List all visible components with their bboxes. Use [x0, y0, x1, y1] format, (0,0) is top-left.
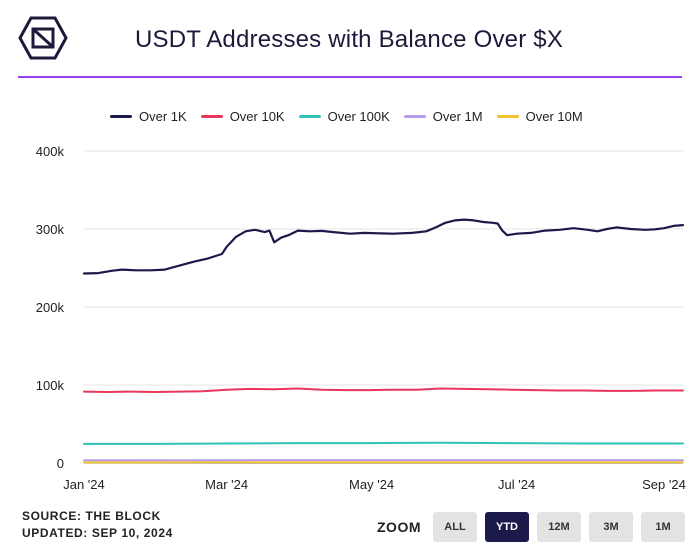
- series-line-over-100k: [83, 441, 684, 445]
- y-tick-label: 100k: [36, 378, 65, 393]
- x-tick-label: Jan '24: [63, 477, 105, 492]
- source-note: SOURCE: THE BLOCK UPDATED: SEP 10, 2024: [22, 508, 173, 542]
- chart-legend: Over 1K Over 10K Over 100K Over 1M Over …: [110, 109, 597, 124]
- legend-label: Over 1M: [432, 109, 483, 124]
- page-title: USDT Addresses with Balance Over $X: [134, 26, 564, 53]
- x-tick-label: May '24: [349, 477, 394, 492]
- zoom-3m-button[interactable]: 3M: [589, 512, 633, 542]
- y-tick-label: 300k: [36, 222, 65, 237]
- zoom-controls: ZOOM ALL YTD 12M 3M 1M: [377, 512, 693, 542]
- y-tick-label: 400k: [36, 144, 65, 159]
- legend-item-over-1m[interactable]: Over 1M: [403, 109, 483, 124]
- legend-item-over-100k[interactable]: Over 100K: [298, 109, 390, 124]
- zoom-ytd-button[interactable]: YTD: [485, 512, 529, 542]
- x-tick-label: Sep '24: [642, 477, 686, 492]
- legend-item-over-10m[interactable]: Over 10M: [496, 109, 583, 124]
- legend-swatch: [403, 115, 426, 118]
- legend-item-over-1k[interactable]: Over 1K: [110, 109, 187, 124]
- zoom-label: ZOOM: [377, 519, 421, 535]
- series-line-over-1k: [82, 218, 685, 275]
- legend-label: Over 100K: [327, 109, 390, 124]
- title-divider: [18, 76, 682, 78]
- legend-label: Over 10M: [525, 109, 583, 124]
- y-tick-label: 0: [57, 456, 64, 471]
- legend-swatch: [110, 115, 132, 118]
- line-chart: 0 100k 200k 300k 400k Jan '24 Mar '24 May '24 Ju…: [36, 144, 686, 492]
- series-line-over-10k: [83, 387, 684, 393]
- x-tick-label: Mar '24: [205, 477, 248, 492]
- legend-label: Over 1K: [139, 109, 187, 124]
- legend-item-over-10k[interactable]: Over 10K: [200, 109, 285, 124]
- y-tick-label: 200k: [36, 300, 65, 315]
- updated-text: UPDATED: SEP 10, 2024: [22, 526, 173, 540]
- the-block-logo-icon: [18, 16, 68, 60]
- source-text: SOURCE: THE BLOCK: [22, 509, 161, 523]
- legend-swatch: [298, 115, 321, 118]
- zoom-all-button[interactable]: ALL: [433, 512, 477, 542]
- zoom-12m-button[interactable]: 12M: [537, 512, 581, 542]
- x-tick-label: Jul '24: [498, 477, 535, 492]
- legend-swatch: [200, 115, 223, 118]
- legend-swatch: [496, 115, 519, 118]
- legend-label: Over 10K: [229, 109, 285, 124]
- zoom-1m-button[interactable]: 1M: [641, 512, 685, 542]
